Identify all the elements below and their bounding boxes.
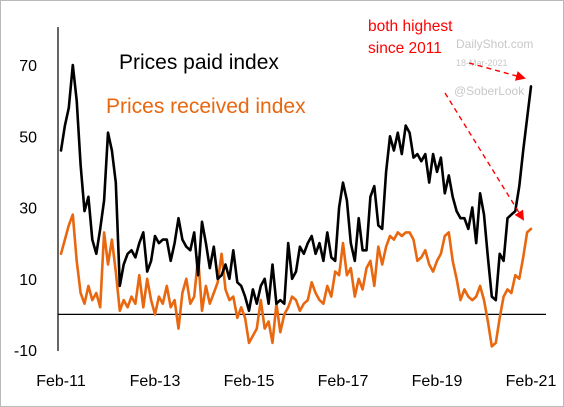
y-tick-label: 70 <box>19 58 37 75</box>
legend-prices-paid: Prices paid index <box>119 51 279 74</box>
x-tick-label: Feb-13 <box>130 373 181 390</box>
x-tick-label: Feb-19 <box>412 373 463 390</box>
annotation-arrow-upper <box>468 62 526 81</box>
y-tick-label: -10 <box>14 343 37 360</box>
watermark-site: DailyShot.com <box>456 37 533 51</box>
annotation-arrow-lower <box>444 92 525 221</box>
x-tick-label: Feb-21 <box>506 373 557 390</box>
series-line-prices-received <box>59 213 533 348</box>
annotation-line-1: both highest <box>368 18 453 35</box>
x-tick-labels: Feb-11 Feb-13 Feb-15 Feb-17 Feb-19 Feb-21 <box>36 373 556 390</box>
x-tick-label: Feb-15 <box>224 373 275 390</box>
annotation-line-2: since 2011 <box>368 40 442 57</box>
watermark-handle: @SoberLook <box>454 84 525 98</box>
legend-prices-received: Prices received index <box>106 95 306 118</box>
y-tick-label: 30 <box>19 201 37 218</box>
x-tick-label: Feb-17 <box>318 373 369 390</box>
x-tick-label: Feb-11 <box>36 373 86 390</box>
y-tick-label: 10 <box>19 272 37 289</box>
series-line-prices-paid <box>59 63 533 313</box>
y-tick-label: 50 <box>19 129 37 146</box>
y-tick-labels: 70 50 30 10 -10 <box>14 58 37 360</box>
watermark-date: 18-Mar-2021 <box>456 58 508 68</box>
